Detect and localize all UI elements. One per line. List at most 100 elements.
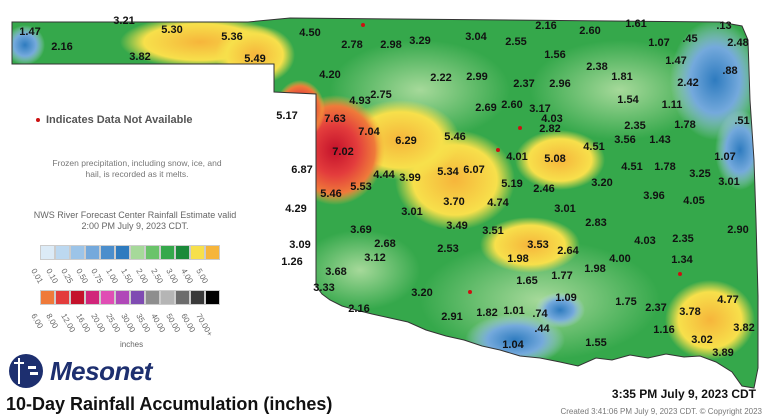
station-value: 4.03	[634, 235, 655, 247]
station-value: 3.56	[614, 134, 635, 146]
station-value: 1.09	[555, 292, 576, 304]
created-line: Created 3:41:06 PM July 9, 2023 CDT. © C…	[560, 407, 762, 416]
station-value: 2.46	[533, 183, 554, 195]
station-value: 2.35	[672, 233, 693, 245]
station-value: 3.17	[529, 103, 550, 115]
station-value: 1.47	[19, 26, 40, 38]
station-value: 5.46	[320, 188, 341, 200]
station-value: 1.01	[503, 305, 524, 317]
station-value: 3.21	[113, 15, 134, 27]
station-value: 3.51	[482, 225, 503, 237]
legend-swatch	[190, 245, 205, 260]
station-value: 7.63	[324, 113, 345, 125]
legend-swatch	[115, 245, 130, 260]
station-value: 4.77	[717, 294, 738, 306]
legend-swatch	[175, 245, 190, 260]
estimate-note: NWS River Forecast Center Rainfall Estim…	[33, 210, 237, 231]
station-value: 1.81	[611, 71, 632, 83]
missing-data-dot	[36, 118, 40, 123]
legend-swatch	[115, 290, 130, 305]
station-value: 2.98	[380, 39, 401, 51]
station-value: 3.25	[689, 168, 710, 180]
station-value: 1.11	[662, 99, 683, 111]
legend-row-2	[40, 290, 220, 305]
mesonet-logo: Mesonet	[6, 352, 152, 390]
station-value: 3.20	[411, 287, 432, 299]
legend-swatch	[205, 245, 220, 260]
station-value: .74	[532, 308, 548, 320]
legend-swatch	[40, 245, 55, 260]
station-value: 2.53	[437, 243, 458, 255]
state-outline	[11, 17, 759, 389]
station-value: .44	[534, 323, 550, 335]
station-value: 1.78	[674, 119, 695, 131]
station-value: 1.98	[507, 253, 528, 265]
station-values: 1.47 2.16 3.21 5.30 3.82 5.365.49 4.50 2.78 2.98…	[19, 15, 754, 359]
station-value: 2.42	[677, 77, 698, 89]
legend-swatch	[205, 290, 220, 305]
station-value: 6.07	[463, 164, 484, 176]
station-value: 1.78	[654, 161, 675, 173]
station-value: 2.16	[348, 303, 369, 315]
station-value: 4.01	[506, 151, 527, 163]
station-value: 7.04	[358, 126, 380, 138]
station-value: 1.98	[584, 263, 605, 275]
station-value: .45	[682, 33, 697, 45]
station-value: 3.02	[691, 334, 712, 346]
station-value: 1.82	[476, 307, 497, 319]
station-value: 2.96	[549, 78, 570, 90]
station-value: 4.20	[319, 69, 340, 81]
station-value: 1.77	[551, 270, 572, 282]
station-value: 6.29	[395, 135, 416, 147]
timestamp: 3:35 PM July 9, 2023 CDT	[611, 387, 756, 401]
station-value: 5.36	[221, 31, 242, 43]
station-value: 5.08	[544, 153, 565, 165]
station-value: 2.60	[501, 99, 522, 111]
station-value: 3.69	[350, 224, 371, 236]
station-value: 2.69	[475, 102, 496, 114]
station-value: .51	[734, 115, 749, 127]
station-value: 4.50	[299, 27, 320, 39]
station-value: 2.68	[374, 238, 395, 250]
station-value: 2.16	[51, 41, 72, 53]
station-value: 2.55	[505, 36, 526, 48]
station-value: 4.05	[683, 195, 704, 207]
missing-data-text: Indicates Data Not Available	[46, 114, 193, 126]
station-value: .88	[722, 65, 737, 77]
legend-swatch	[130, 245, 145, 260]
station-value: 4.29	[285, 203, 306, 215]
legend-swatch	[160, 245, 175, 260]
station-value: 2.60	[579, 25, 600, 37]
legend-swatch	[85, 245, 100, 260]
legend-tick: 5.00	[194, 261, 220, 291]
legend-swatch	[85, 290, 100, 305]
station-value: 1.55	[585, 337, 606, 349]
station-value: 5.53	[350, 181, 371, 193]
legend-swatch	[145, 290, 160, 305]
station-value: 3.53	[527, 239, 548, 251]
station-value: 2.83	[585, 217, 606, 229]
legend-swatch	[130, 290, 145, 305]
station-value: 1.34	[671, 254, 693, 266]
station-value: 1.07	[648, 37, 669, 49]
station-value: 5.17	[276, 110, 297, 122]
station-value: 2.91	[441, 311, 462, 323]
station-value: 4.51	[621, 161, 642, 173]
missing-data-note: Indicates Data Not Available	[36, 114, 193, 126]
legend-swatch	[175, 290, 190, 305]
station-value: 2.78	[341, 39, 362, 51]
station-value: 2.48	[727, 37, 748, 49]
station-value: 2.90	[727, 224, 748, 236]
station-value: 2.99	[466, 71, 487, 83]
station-value: 3.82	[733, 322, 754, 334]
station-value: 3.04	[465, 31, 487, 43]
legend-swatch	[100, 290, 115, 305]
station-value: 3.01	[401, 206, 422, 218]
station-value: 1.16	[653, 324, 674, 336]
station-value: 2.64	[557, 245, 579, 257]
station-value: 5.30	[161, 24, 182, 36]
station-value: 3.89	[712, 347, 733, 359]
station-value: 4.74	[487, 197, 509, 209]
station-value: 5.46	[444, 131, 465, 143]
